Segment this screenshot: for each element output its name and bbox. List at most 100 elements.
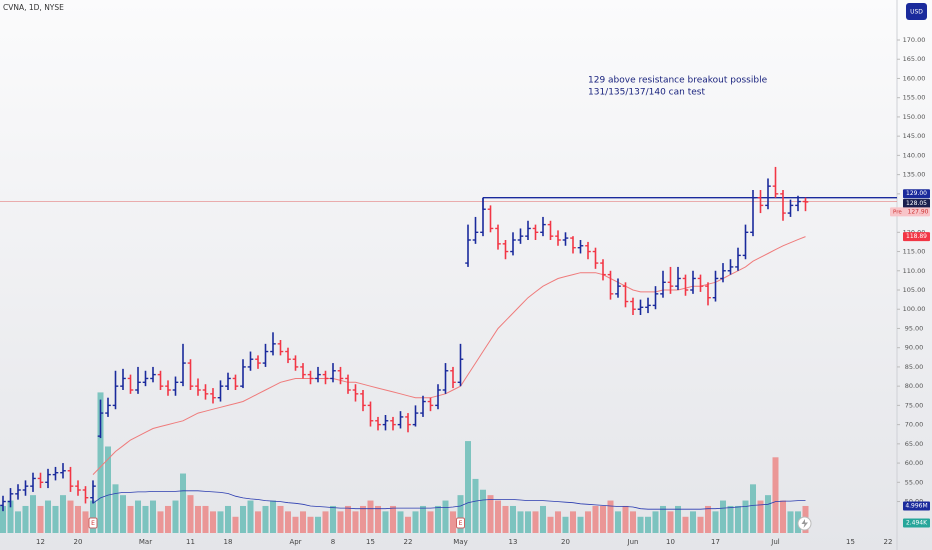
prev-close-label: 128.05	[906, 200, 927, 207]
y-tick-label: 90.00	[905, 344, 924, 352]
volume-bar	[142, 505, 149, 533]
volume-bar	[15, 511, 21, 533]
x-tick-label: 13	[509, 538, 518, 546]
y-tick-label: 160.00	[903, 74, 926, 82]
volume-bar	[397, 511, 404, 533]
volume-bar	[525, 511, 531, 533]
volume-bar	[705, 505, 711, 533]
volume-bar	[607, 500, 614, 533]
volume-bar	[150, 500, 156, 533]
y-tick-label: 110.00	[903, 267, 926, 275]
volume-bar	[330, 505, 336, 533]
volume-bar	[472, 478, 479, 533]
volume-bar	[180, 473, 186, 533]
volume-bar	[532, 511, 539, 533]
volume-bar	[292, 516, 299, 533]
volume-bar	[645, 516, 651, 533]
annotation: 131/135/137/140 can test	[588, 88, 705, 98]
volume-bar	[112, 484, 119, 533]
symbol-title: CVNA, 1D, NYSE	[3, 3, 64, 12]
y-tick-label: 85.00	[905, 363, 924, 371]
currency-button[interactable]	[906, 3, 927, 20]
volume-bar	[30, 495, 36, 533]
volume-bar	[517, 511, 524, 533]
ma-label-box	[903, 232, 930, 242]
x-tick-label: 20	[561, 538, 570, 546]
x-tick-label: 8	[331, 538, 335, 546]
volume-bar	[480, 489, 486, 533]
volume-bar	[390, 505, 396, 533]
volume-bar	[495, 500, 501, 533]
volume-bar	[757, 500, 764, 533]
volume-bar	[690, 511, 696, 533]
volume-bar	[600, 505, 606, 533]
volume-bar	[712, 511, 719, 533]
ma-label: 118.89	[906, 233, 927, 240]
volume-bar	[270, 500, 276, 533]
volume-bar	[352, 511, 359, 533]
lightning-icon	[801, 519, 808, 528]
x-tick-label: Jul	[770, 538, 780, 546]
pre-tag: Pre	[893, 209, 902, 215]
volume-bar	[727, 505, 734, 533]
earnings-marker	[456, 517, 465, 529]
volume-bar	[382, 511, 389, 533]
volume-bar	[97, 392, 104, 533]
volume-bar	[742, 500, 749, 533]
volume-bar	[435, 505, 441, 533]
volume-bar	[232, 516, 239, 533]
volume-bar	[337, 511, 344, 533]
x-tick-label: Mar	[139, 538, 152, 546]
x-tick-label: 17	[711, 538, 720, 546]
volume-bar	[322, 511, 329, 533]
volume-bar	[82, 511, 89, 533]
x-tick-label: 22	[404, 538, 413, 546]
pre-box	[890, 207, 930, 217]
volume-bar	[345, 505, 351, 533]
currency-label[interactable]: USD	[910, 9, 923, 16]
y-tick-label: 95.00	[905, 324, 924, 332]
x-tick-label: 10	[666, 538, 675, 546]
volume-bar	[360, 505, 366, 533]
volume-bar	[457, 495, 464, 533]
volume-bar	[750, 484, 756, 533]
volume-bar	[555, 511, 561, 533]
volume-bar	[405, 516, 411, 533]
x-tick-label: 15	[366, 538, 375, 546]
volume-bar	[465, 441, 471, 533]
volume-bar	[315, 516, 321, 533]
y-tick-label: 65.00	[905, 440, 924, 448]
volume-bar	[172, 500, 179, 533]
volume-bar	[165, 505, 171, 533]
volume-bar	[450, 511, 456, 533]
volume-bar	[585, 511, 591, 533]
resistance-label-box	[903, 189, 930, 199]
volume-bar	[720, 500, 726, 533]
y-tick-label: 145.00	[903, 132, 926, 140]
volume-bar	[487, 495, 494, 533]
y-tick-label: 70.00	[905, 421, 924, 429]
x-tick-label: 12	[36, 538, 45, 546]
y-tick-label: 155.00	[903, 94, 926, 102]
volume-bar	[225, 505, 231, 533]
volume-bar	[547, 516, 554, 533]
volume-bar	[510, 505, 516, 533]
volume-bar	[780, 500, 786, 533]
volume-bar	[157, 511, 164, 533]
x-tick-label: Apr	[289, 538, 301, 546]
y-tick-label: 150.00	[903, 113, 926, 121]
prev-close-label-box	[903, 198, 930, 208]
volume-bar	[210, 511, 216, 533]
volume-bar	[0, 505, 6, 533]
y-tick-label: 75.00	[905, 401, 924, 409]
volume-bar	[540, 505, 546, 533]
volume-bar	[675, 505, 681, 533]
volume-bar	[375, 505, 381, 533]
volume-bar	[615, 511, 621, 533]
volume-bar	[7, 500, 14, 533]
annotation: 129 above resistance breakout possible	[588, 76, 768, 86]
y-tick-label: 55.00	[905, 478, 924, 486]
volume-bar	[367, 500, 374, 533]
earnings-label: E	[91, 520, 95, 527]
